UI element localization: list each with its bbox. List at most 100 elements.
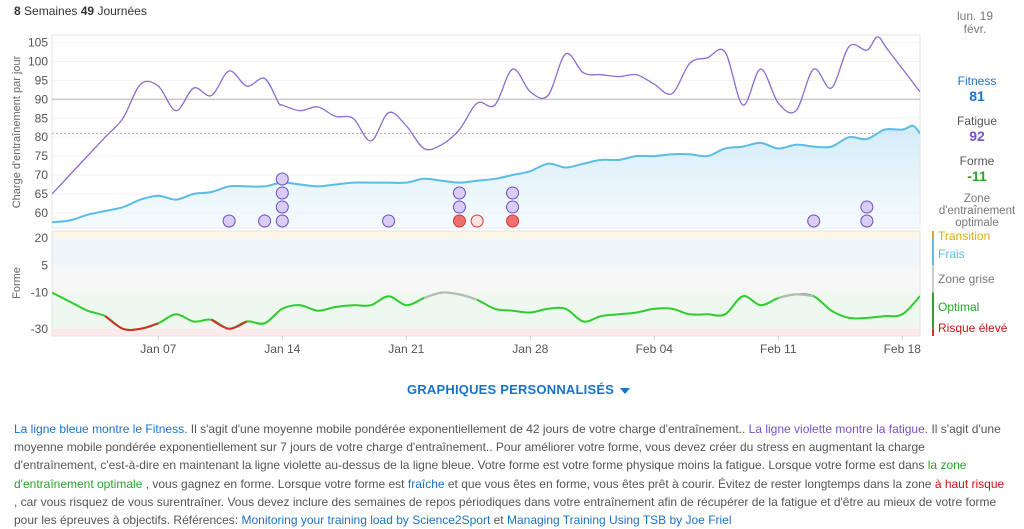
desc-fitness-line: La ligne bleue montre le Fitness. (14, 422, 188, 436)
y-tick-load-105: 105 (28, 36, 48, 50)
fitness-label: Fitness (957, 74, 997, 88)
workout-marker[interactable] (470, 214, 484, 228)
training-load-chart[interactable]: 60 65 70 75 80 85 90 95 100 105 20 5 -10 -30 Jan 07 Jan… (0, 0, 1024, 360)
zone-bar-1 (932, 238, 934, 266)
load-series-group (52, 36, 920, 228)
current-date: lun. 19 févr. (956, 9, 994, 36)
workout-marker[interactable] (275, 172, 289, 186)
zone-bar-0 (932, 231, 934, 239)
days-label: Journées (97, 4, 147, 18)
x-tick-label: Jan 14 (264, 342, 300, 356)
fatigue-readout: Fatigue 92 (932, 114, 1022, 144)
fatigue-line (52, 36, 920, 195)
zone-risk-label: Risque élevé (938, 321, 1008, 335)
zone-bar-2 (932, 265, 934, 293)
workout-marker[interactable] (452, 200, 466, 214)
desc-fatigue-line: La ligne violette montre la fatigue. (748, 422, 929, 436)
side-date: lun. 19 févr. (930, 10, 1020, 36)
desc-text-6: et (490, 513, 507, 528)
workout-marker[interactable] (222, 214, 236, 228)
y-tick-load-65: 65 (35, 187, 49, 201)
fitness-area (52, 125, 920, 228)
y-tick-load-95: 95 (35, 73, 49, 87)
y-axis-title-load: Charge d'entraînement par jour (11, 55, 23, 208)
fitness-line (52, 124, 920, 224)
zone-transition-label: Transition (938, 229, 991, 243)
workout-marker[interactable] (275, 186, 289, 200)
form-panel-frame (51, 230, 921, 337)
y-tick-load-70: 70 (35, 168, 49, 182)
zone-bar-4 (932, 328, 934, 336)
desc-text-3: , vous gagnez en forme. Lorsque votre fo… (142, 476, 408, 491)
custom-charts-label: GRAPHIQUES PERSONNALISÉS (407, 382, 615, 397)
x-tick-label: Feb 11 (760, 342, 797, 356)
days-count: 49 (80, 4, 95, 18)
workout-marker[interactable] (506, 200, 520, 214)
fitness-value: 81 (969, 88, 985, 104)
form-readout: Forme -11 (932, 154, 1022, 184)
workout-marker[interactable] (258, 214, 272, 228)
workout-marker[interactable] (275, 200, 289, 214)
y-tick-load-80: 80 (35, 130, 49, 144)
fatigue-label: Fatigue (956, 114, 998, 128)
y-tick-form--30: -30 (31, 322, 49, 336)
desc-text-4: et que vous êtes en forme, vous êtes prê… (444, 476, 935, 491)
desc-high-risk: à haut risque (934, 476, 1005, 491)
x-tick-label: Jan 21 (388, 342, 424, 356)
y-tick-load-75: 75 (35, 149, 49, 163)
desc-fresh: fraîche (407, 476, 445, 491)
y-tick-load-85: 85 (35, 111, 49, 125)
x-tick-label: Feb 18 (884, 342, 922, 356)
zone-fresh-label: Frais (938, 247, 965, 261)
link-science2sport[interactable]: Monitoring your training load by Science… (241, 513, 491, 528)
custom-charts-button[interactable]: GRAPHIQUES PERSONNALISÉS (407, 382, 631, 397)
desc-text-1: Il s'agit d'une moyenne mobile pondérée … (187, 422, 749, 436)
x-tick-label: Jan 28 (512, 342, 548, 356)
y-tick-form-20: 20 (35, 231, 49, 245)
form-value: -11 (967, 168, 987, 184)
caret-down-icon (620, 387, 631, 394)
zone-optimal-band (52, 292, 920, 329)
zone-grey-label: Zone grise (938, 272, 995, 286)
y-tick-form--10: -10 (31, 286, 49, 300)
form-line-risk-1 (210, 318, 248, 330)
form-label: Forme (959, 154, 995, 168)
fatigue-value: 92 (969, 128, 985, 144)
chart-description: La ligne bleue montre le Fitness. Il s'a… (14, 420, 1010, 529)
zone-fresh-band (52, 238, 920, 266)
training-summary: 8 Semaines 49 Journées (14, 4, 147, 18)
zone-bar-3 (932, 292, 934, 329)
form-line (52, 291, 920, 331)
workout-marker[interactable] (275, 214, 289, 228)
link-joe-friel[interactable]: Managing Training Using TSB by Joe Friel (506, 513, 732, 528)
workout-marker[interactable] (860, 200, 874, 214)
zone-risk-band (52, 328, 920, 336)
workout-marker[interactable] (506, 186, 520, 200)
form-series-group (52, 291, 920, 331)
desc-optimal-zone: la zone d'entraînement optimale (14, 458, 967, 491)
workout-marker[interactable] (860, 214, 874, 228)
fitness-readout: Fitness 81 (932, 74, 1022, 104)
zone-transition-band (52, 231, 920, 239)
x-tick-label: Feb 04 (636, 342, 674, 356)
y-axis-title-form: Forme (11, 267, 23, 299)
zone-grey-band (52, 265, 920, 293)
zone-label: Zone d'entraînement optimale (938, 193, 1016, 229)
weeks-label: Semaines (24, 4, 78, 18)
workout-marker[interactable] (452, 214, 466, 228)
zone-readout: Zone d'entraînement optimale (932, 193, 1022, 229)
zone-optimal-label: Optimal (938, 300, 980, 314)
workout-marker[interactable] (807, 214, 821, 228)
workout-marker[interactable] (382, 214, 396, 228)
form-line-grey-1 (423, 291, 478, 301)
y-tick-load-60: 60 (35, 206, 49, 220)
y-tick-form-5: 5 (41, 258, 48, 272)
y-tick-load-90: 90 (35, 92, 49, 106)
form-line-risk-0 (104, 315, 159, 331)
x-tick-label: Jan 07 (140, 342, 176, 356)
desc-text-2: Il s'agit d'une moyenne mobile pondérée … (14, 422, 1001, 473)
y-tick-load-100: 100 (28, 54, 48, 68)
workout-marker[interactable] (506, 214, 520, 228)
weeks-count: 8 (14, 4, 21, 18)
workout-marker[interactable] (452, 186, 466, 200)
